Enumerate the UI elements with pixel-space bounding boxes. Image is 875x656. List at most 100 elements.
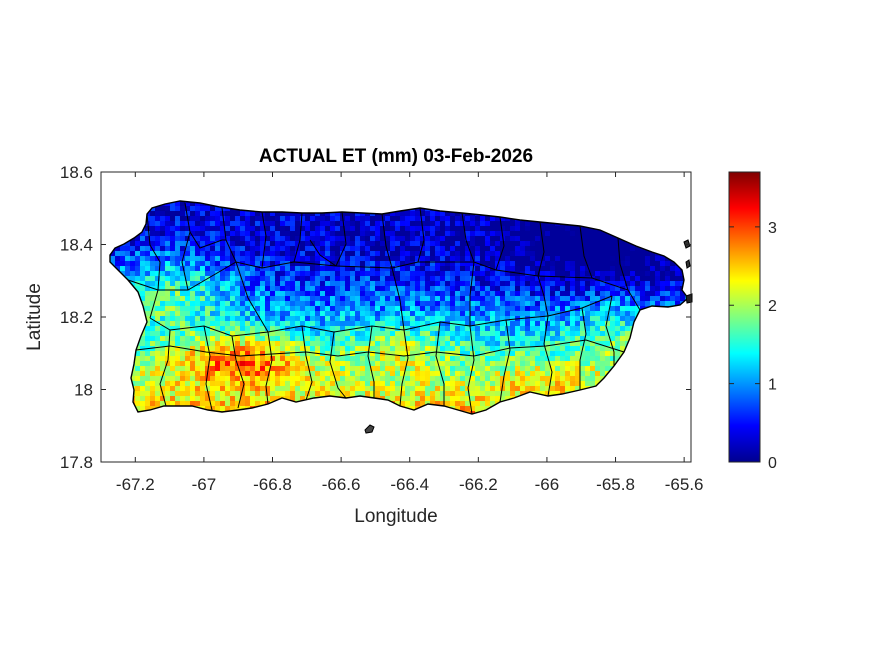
et-cell	[200, 296, 206, 302]
et-cell	[450, 261, 456, 267]
et-cell	[555, 391, 561, 397]
et-cell	[445, 316, 451, 322]
et-cell	[325, 281, 331, 287]
et-cell	[620, 336, 626, 342]
et-cell	[415, 356, 421, 362]
et-cell	[235, 296, 241, 302]
et-cell	[435, 386, 441, 392]
et-cell	[135, 351, 141, 357]
et-cell	[390, 221, 396, 227]
et-cell	[170, 276, 176, 282]
et-cell	[425, 216, 431, 222]
et-cell	[440, 301, 446, 307]
et-cell	[515, 256, 521, 262]
et-cell	[445, 226, 451, 232]
et-cell	[435, 306, 441, 312]
et-cell	[160, 271, 166, 277]
et-cell	[140, 356, 146, 362]
et-cell	[535, 316, 541, 322]
et-cell	[395, 236, 401, 242]
et-cell	[560, 381, 566, 387]
et-cell	[455, 311, 461, 317]
et-cell	[420, 266, 426, 272]
et-cell	[325, 386, 331, 392]
et-cell	[260, 291, 266, 297]
et-cell	[470, 316, 476, 322]
et-cell	[430, 256, 436, 262]
et-cell	[225, 276, 231, 282]
et-cell	[235, 311, 241, 317]
et-cell	[470, 381, 476, 387]
et-cell	[360, 296, 366, 302]
et-cell	[545, 386, 551, 392]
et-cell	[515, 271, 521, 277]
et-cell	[370, 246, 376, 252]
et-cell	[340, 336, 346, 342]
et-cell	[150, 261, 156, 267]
et-cell	[475, 266, 481, 272]
et-cell	[385, 376, 391, 382]
et-cell	[245, 251, 251, 257]
et-cell	[540, 336, 546, 342]
et-cell	[445, 356, 451, 362]
et-cell	[255, 216, 261, 222]
et-cell	[290, 226, 296, 232]
et-cell	[375, 351, 381, 357]
et-cell	[135, 376, 141, 382]
et-cell	[395, 276, 401, 282]
et-cell	[405, 381, 411, 387]
et-cell	[325, 346, 331, 352]
et-cell	[330, 246, 336, 252]
et-cell	[585, 306, 591, 312]
et-cell	[305, 276, 311, 282]
et-cell	[165, 386, 171, 392]
et-cell	[495, 251, 501, 257]
et-cell	[215, 376, 221, 382]
et-cell	[155, 301, 161, 307]
et-cell	[160, 261, 166, 267]
et-cell	[390, 241, 396, 247]
et-cell	[525, 291, 531, 297]
et-cell	[355, 296, 361, 302]
et-cell	[590, 376, 596, 382]
et-cell	[180, 251, 186, 257]
et-cell	[575, 351, 581, 357]
et-cell	[150, 351, 156, 357]
et-cell	[220, 401, 226, 407]
et-cell	[390, 216, 396, 222]
et-cell	[580, 371, 586, 377]
et-cell	[330, 366, 336, 372]
et-cell	[195, 336, 201, 342]
et-cell	[185, 266, 191, 272]
et-cell	[515, 276, 521, 282]
et-cell	[310, 346, 316, 352]
et-cell	[620, 256, 626, 262]
et-cell	[490, 321, 496, 327]
et-cell	[165, 321, 171, 327]
et-cell	[210, 216, 216, 222]
et-cell	[180, 296, 186, 302]
et-cell	[525, 381, 531, 387]
et-cell	[395, 246, 401, 252]
et-cell	[320, 321, 326, 327]
et-cell	[140, 371, 146, 377]
et-cell	[620, 266, 626, 272]
et-cell	[340, 211, 346, 217]
et-cell	[530, 296, 536, 302]
et-cell	[160, 241, 166, 247]
et-cell	[255, 211, 261, 217]
et-cell	[355, 221, 361, 227]
et-cell	[615, 281, 621, 287]
et-cell	[175, 281, 181, 287]
et-cell	[475, 346, 481, 352]
et-cell	[340, 326, 346, 332]
et-cell	[215, 281, 221, 287]
et-cell	[215, 336, 221, 342]
et-cell	[420, 346, 426, 352]
et-cell	[175, 336, 181, 342]
et-cell	[160, 316, 166, 322]
et-cell	[650, 296, 656, 302]
et-cell	[585, 256, 591, 262]
et-cell	[270, 211, 276, 217]
et-cell	[280, 366, 286, 372]
